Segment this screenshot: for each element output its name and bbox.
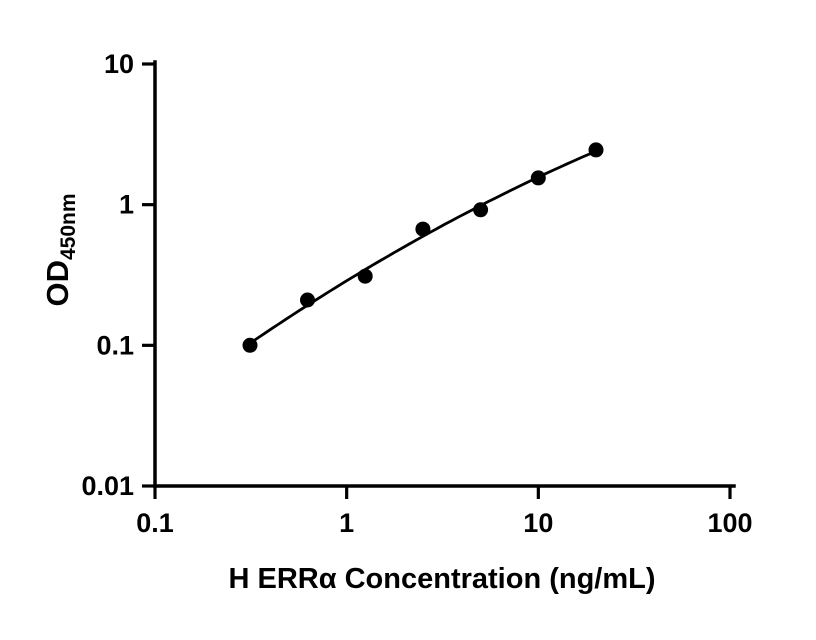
axes xyxy=(153,60,736,488)
y-axis-title-sub: 450nm xyxy=(57,193,80,260)
y-axis-title-main: OD xyxy=(40,260,75,307)
data-point xyxy=(242,337,258,353)
data-point xyxy=(357,268,373,284)
data-point xyxy=(530,170,546,186)
y-axis-title: OD450nm xyxy=(40,193,80,306)
data-points-group xyxy=(242,142,604,353)
data-point xyxy=(588,142,604,158)
y-axis-tick-label: 0.01 xyxy=(81,471,134,501)
x-axis-tick-label: 1 xyxy=(339,508,354,538)
y-axis-tick-label: 1 xyxy=(119,190,134,220)
data-point xyxy=(415,221,431,237)
x-axis-title: H ERRα Concentration (ng/mL) xyxy=(228,563,655,595)
x-axis-tick-label: 10 xyxy=(523,508,553,538)
x-axis-tick-label: 0.1 xyxy=(136,508,174,538)
axis-ticks xyxy=(142,62,732,499)
data-point xyxy=(473,202,489,218)
y-axis-tick-label: 10 xyxy=(104,49,134,79)
x-axis-tick-label: 100 xyxy=(707,508,752,538)
y-axis-tick-label: 0.1 xyxy=(96,330,134,360)
data-point xyxy=(300,292,315,308)
